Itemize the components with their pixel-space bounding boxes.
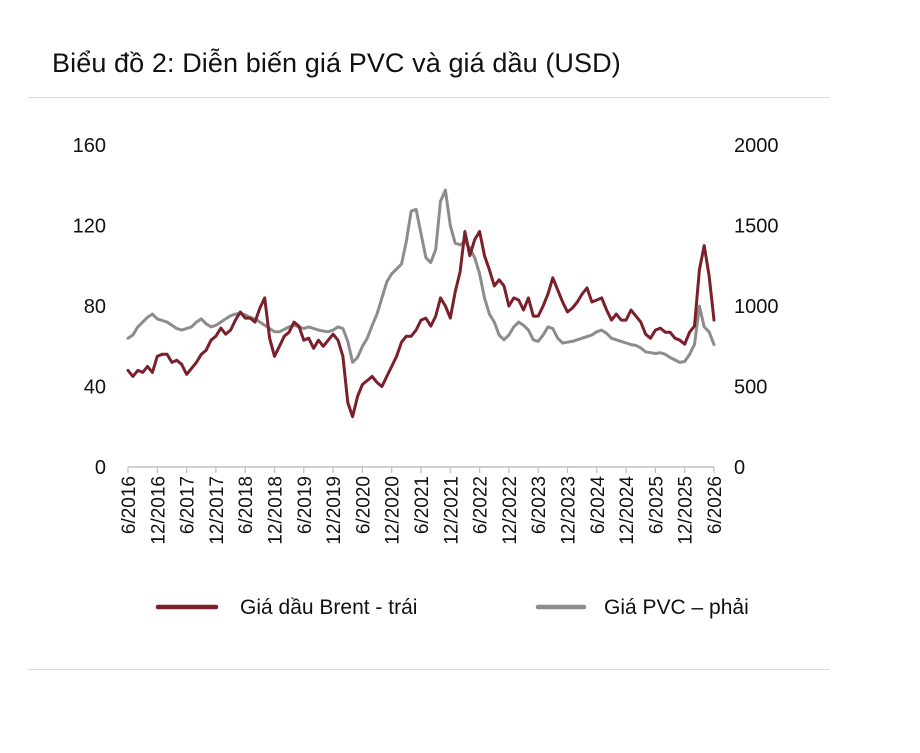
y-right-tick-label: 0 <box>734 457 745 479</box>
x-tick-label: 6/2022 <box>471 476 492 534</box>
x-tick-label: 12/2021 <box>441 476 462 545</box>
y-left-tick-label: 40 <box>84 377 106 399</box>
x-tick-label: 12/2017 <box>207 476 228 545</box>
y-left-tick-label: 160 <box>73 135 106 157</box>
x-tick-label: 6/2018 <box>236 476 257 534</box>
y-right-tick-label: 2000 <box>734 135 779 157</box>
x-tick-label: 12/2024 <box>617 476 638 545</box>
x-tick-label: 6/2021 <box>412 476 433 534</box>
y-right-tick-label: 500 <box>734 377 767 399</box>
top-divider <box>28 97 830 98</box>
series-line-brent <box>126 230 716 419</box>
x-tick-label: 6/2024 <box>588 476 609 535</box>
x-tick-label: 12/2022 <box>500 476 521 545</box>
x-tick-label: 12/2019 <box>324 476 345 545</box>
x-tick-label: 6/2017 <box>178 476 199 534</box>
chart-title: Biểu đồ 2: Diễn biến giá PVC và giá dầu … <box>52 48 621 78</box>
x-tick-label: 12/2023 <box>559 476 580 545</box>
axes: 6/2016 12/2016 6/2017 12/2017 6/2018 12/2018 6… <box>73 135 779 545</box>
y-right-tick-label: 1000 <box>734 296 779 318</box>
x-tick-label: 6/2025 <box>646 476 667 534</box>
y-left-tick-label: 120 <box>73 216 106 238</box>
y-right-tick-label: 1500 <box>734 216 779 238</box>
y-left-tick-label: 0 <box>95 457 106 479</box>
x-tick-label: 6/2019 <box>295 476 316 534</box>
legend-label: Giá dầu Brent - trái <box>240 596 417 619</box>
x-tick-label: 12/2016 <box>148 476 169 545</box>
legend-label: Giá PVC – phải <box>604 596 749 619</box>
x-tick-label: 12/2018 <box>266 476 287 545</box>
bottom-divider <box>28 669 830 670</box>
x-tick-label: 6/2016 <box>119 476 140 534</box>
x-tick-label: 6/2020 <box>353 476 374 534</box>
series-line-pvc <box>126 188 716 364</box>
plot-series <box>126 188 716 419</box>
x-tick-label: 6/2026 <box>705 476 726 534</box>
x-tick-label: 12/2020 <box>383 476 404 545</box>
x-tick-label: 6/2023 <box>529 476 550 534</box>
legend: Giá dầu Brent - trái Giá PVC – phải <box>155 596 749 619</box>
x-tick-label: 12/2025 <box>676 476 697 545</box>
y-left-tick-label: 80 <box>84 296 106 318</box>
